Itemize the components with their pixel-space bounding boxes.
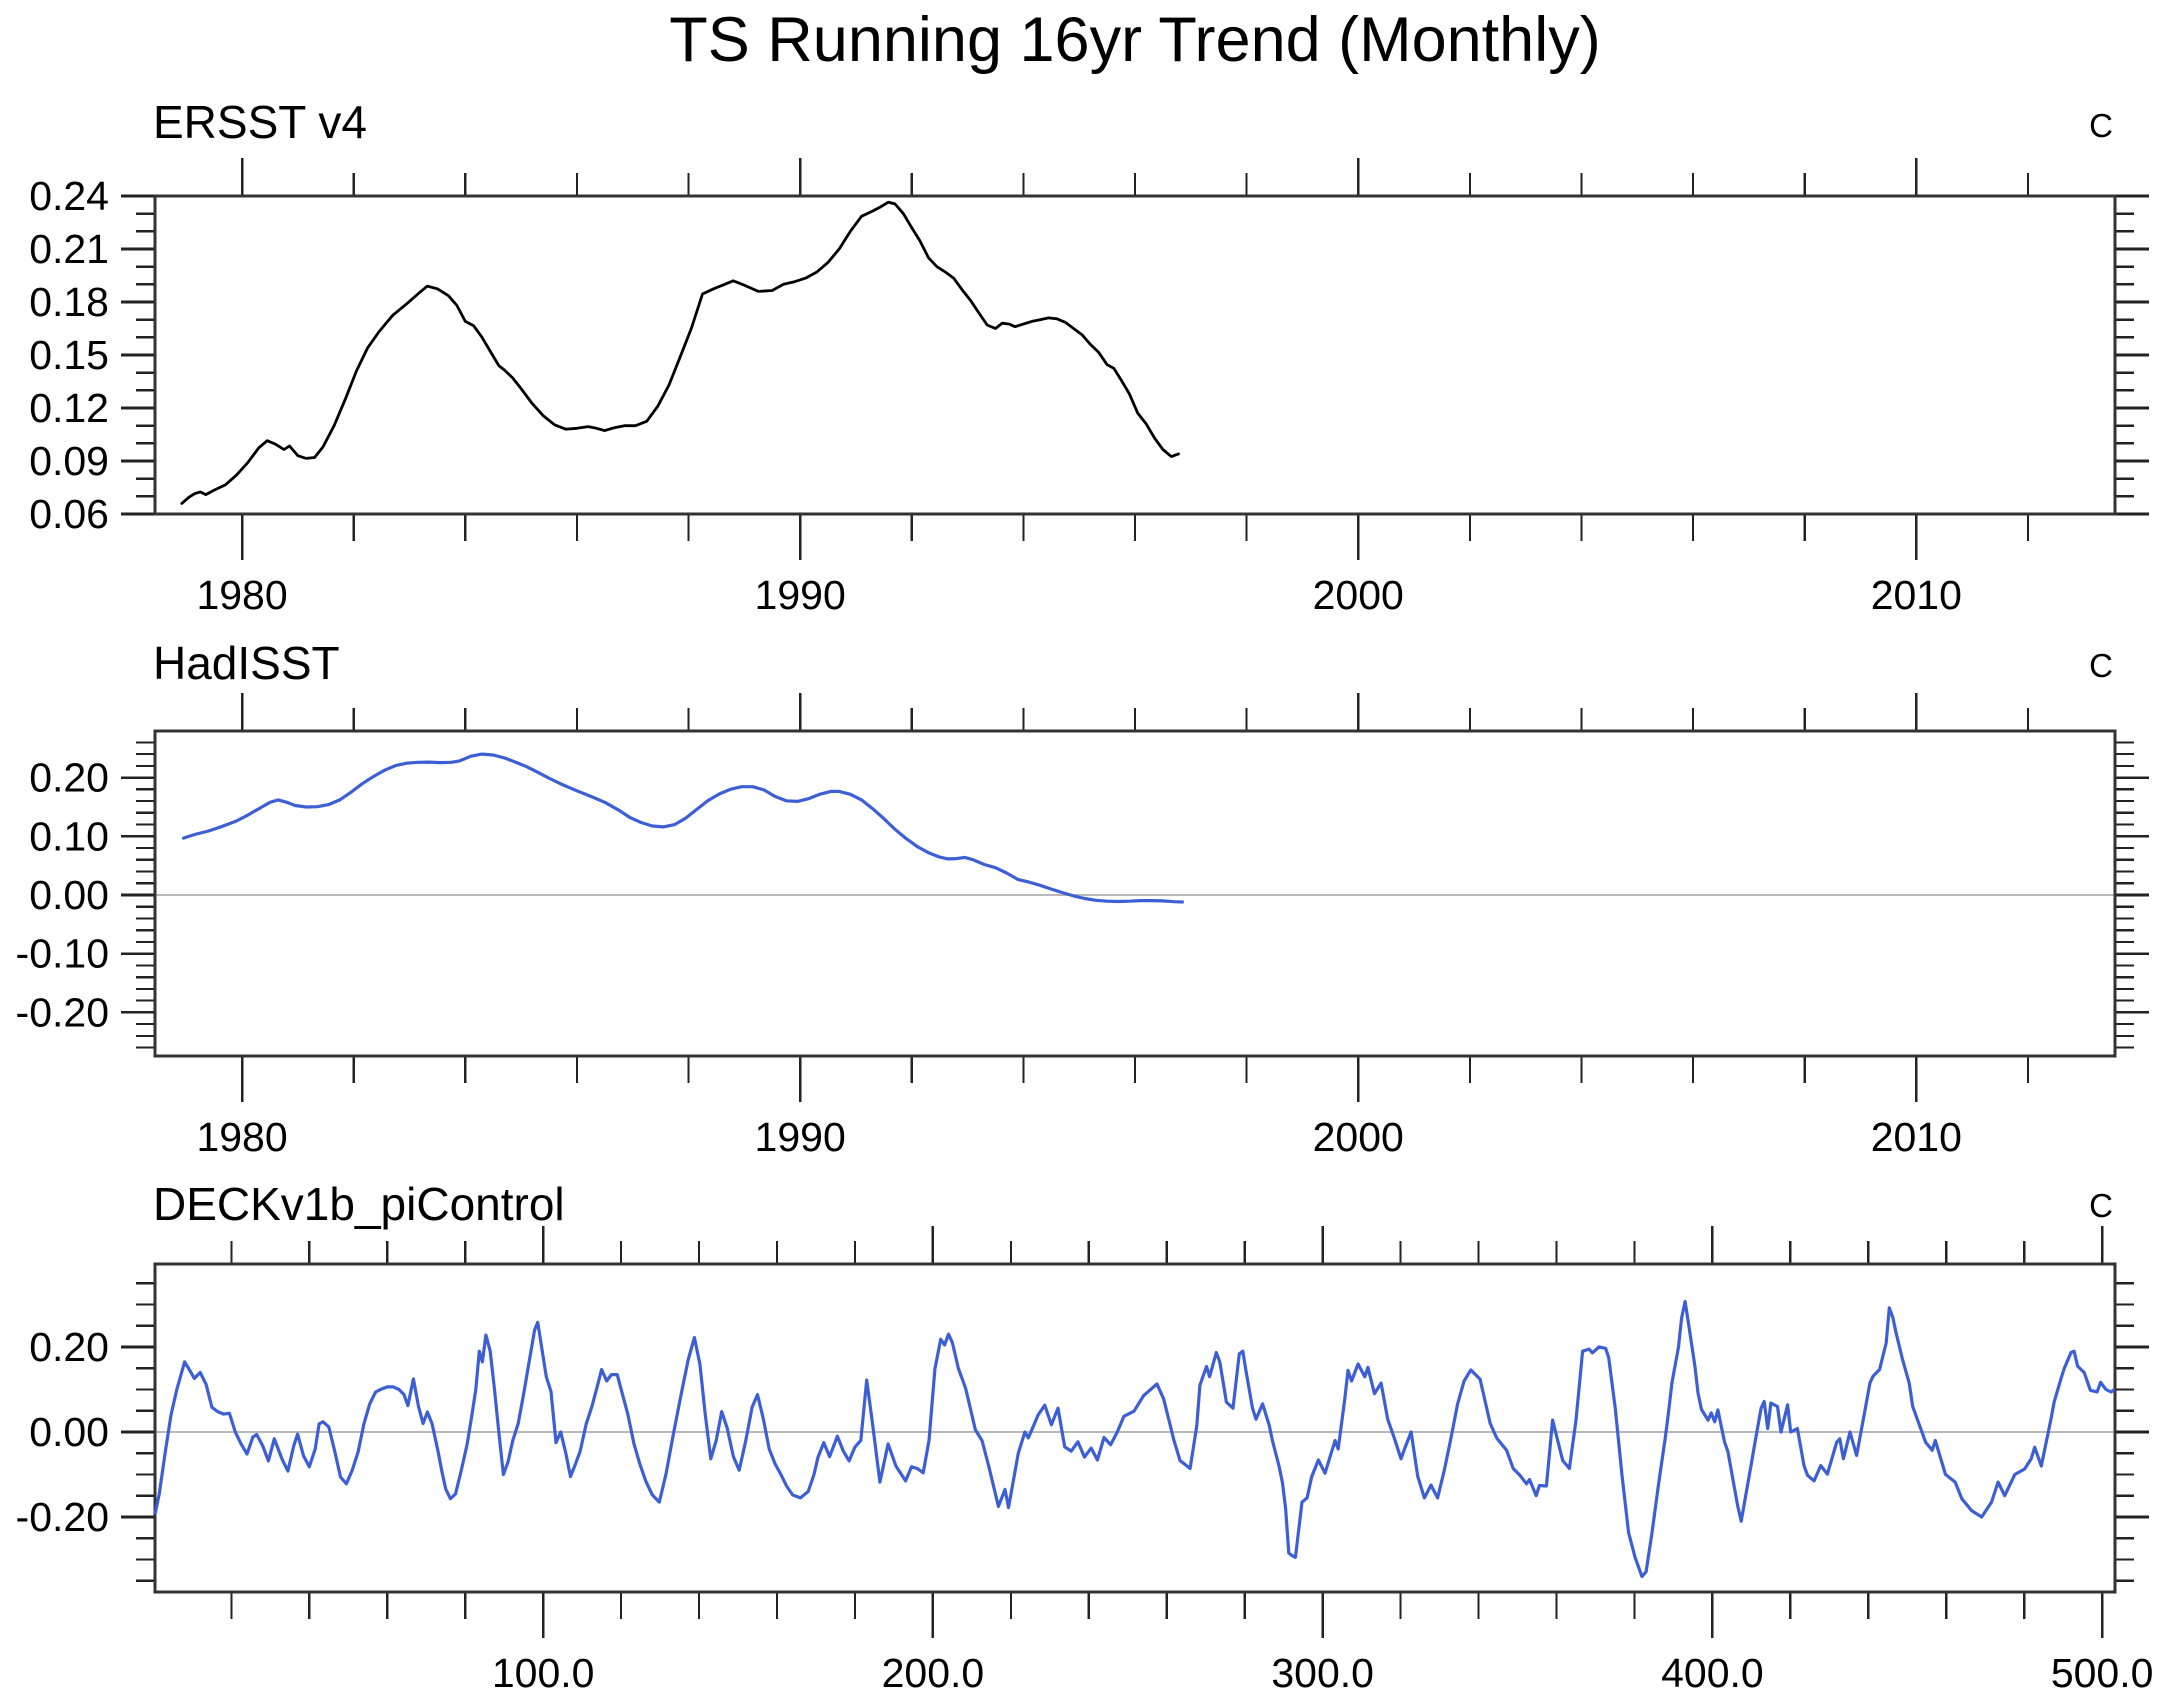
plot-frame — [153, 194, 2117, 516]
x-tick-label: 200.0 — [882, 1650, 985, 1693]
axis-labels: 1980 1990 2000 2010 0.24 0.21 0.18 0.15 0.12 0.09… — [29, 173, 1962, 618]
panel-0: 1980 1990 2000 2010 0.24 0.21 0.18 0.15 0.12 0.09… — [29, 158, 2149, 618]
y-tick-label: 0.00 — [29, 1409, 109, 1455]
x-tick-label: 500.0 — [2051, 1650, 2154, 1693]
y-tick-label: 0.20 — [29, 1324, 109, 1370]
y-tick-label: 0.10 — [29, 813, 109, 859]
series-line-0 — [180, 200, 1180, 505]
x-tick-label: 1990 — [755, 1114, 846, 1160]
x-tick-label: 2000 — [1313, 572, 1404, 618]
y-tick-label: 0.09 — [29, 438, 109, 484]
x-tick-label: 300.0 — [1271, 1650, 1374, 1693]
y-tick-label: -0.20 — [16, 989, 109, 1035]
axis-ticks — [121, 158, 2149, 560]
unit-label-hadisst: C — [2089, 647, 2113, 684]
panel-title-ersst: ERSST v4 — [153, 96, 367, 148]
axis-labels: 1980 1990 2000 2010 0.20 0.10 0.00 -0.10 -0.20 — [16, 755, 1962, 1160]
series-line-1 — [181, 752, 1185, 904]
page-title: TS Running 16yr Trend (Monthly) — [669, 5, 1601, 75]
x-tick-label: 100.0 — [492, 1650, 595, 1693]
plot-frame — [153, 1262, 2117, 1594]
x-tick-label: 2000 — [1313, 1114, 1404, 1160]
y-tick-label: 0.15 — [29, 332, 109, 378]
panel-2: 100.0 200.0 300.0 400.0 500.0 0.20 0.00 -0.20 — [16, 1226, 2154, 1693]
x-tick-label: 1990 — [755, 572, 846, 618]
x-tick-label: 1980 — [196, 572, 287, 618]
y-tick-label: -0.20 — [16, 1494, 109, 1540]
y-tick-label: 0.24 — [29, 173, 109, 219]
x-tick-label: 1980 — [196, 1114, 287, 1160]
unit-label-deck: C — [2089, 1187, 2113, 1224]
y-tick-label: 0.18 — [29, 279, 109, 325]
axis-ticks — [121, 693, 2149, 1102]
axis-ticks — [121, 1226, 2149, 1638]
y-tick-label: 0.20 — [29, 755, 109, 801]
y-tick-label: 0.06 — [29, 491, 109, 537]
series-line-2 — [153, 1299, 2115, 1579]
y-tick-label: 0.00 — [29, 872, 109, 918]
panel-1: 1980 1990 2000 2010 0.20 0.10 0.00 -0.10 -0.20 — [16, 693, 2149, 1160]
unit-label-ersst: C — [2089, 107, 2113, 144]
panel-title-deck: DECKv1b_piControl — [153, 1178, 565, 1230]
x-tick-label: 2010 — [1871, 1114, 1962, 1160]
y-tick-label: 0.12 — [29, 385, 109, 431]
x-tick-label: 400.0 — [1661, 1650, 1764, 1693]
plot-frame — [153, 729, 2117, 1058]
y-tick-label: -0.10 — [16, 931, 109, 977]
panel-title-hadisst: HadISST — [153, 637, 340, 689]
y-tick-label: 0.21 — [29, 226, 109, 272]
x-tick-label: 2010 — [1871, 572, 1962, 618]
axis-labels: 100.0 200.0 300.0 400.0 500.0 0.20 0.00 -0.20 — [16, 1324, 2154, 1693]
